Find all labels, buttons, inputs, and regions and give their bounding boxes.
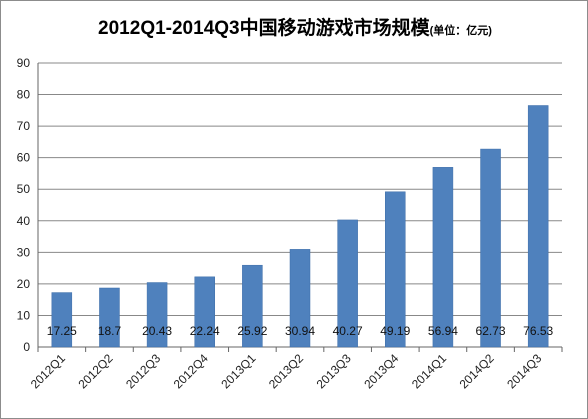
y-tick-label: 90: [17, 56, 31, 70]
y-tick-label: 0: [23, 340, 30, 354]
bar: [194, 276, 215, 348]
x-category-label: 2014Q2: [457, 351, 497, 391]
bar: [99, 287, 120, 348]
x-category-label: 2012Q4: [171, 351, 211, 391]
bar: [242, 264, 263, 348]
y-tick-label: 10: [17, 308, 31, 322]
data-label: 18.7: [98, 324, 122, 338]
x-category-label: 2014Q1: [409, 351, 449, 391]
x-category-label: 2012Q3: [123, 351, 163, 391]
data-label: 20.43: [142, 324, 172, 338]
x-category-label: 2012Q2: [75, 351, 115, 391]
bar: [527, 105, 549, 348]
bar: [385, 191, 406, 348]
data-label: 56.94: [428, 324, 458, 338]
y-tick-label: 30: [17, 245, 31, 259]
y-tick-label: 20: [17, 277, 31, 291]
bar: [146, 282, 168, 348]
data-label: 17.25: [47, 324, 77, 338]
x-category-label: 2013Q2: [266, 351, 306, 391]
bar: [289, 249, 311, 348]
data-label: 76.53: [523, 324, 553, 338]
data-label: 62.73: [476, 324, 506, 338]
y-tick-label: 70: [17, 119, 31, 133]
bar: [337, 219, 358, 348]
bar: [432, 167, 454, 348]
bar: [51, 292, 73, 348]
x-category-label: 2014Q3: [504, 351, 544, 391]
bar: [480, 148, 501, 348]
data-label: 25.92: [237, 324, 267, 338]
chart-title-unit: (单位：亿元): [429, 25, 492, 37]
y-tick-label: 50: [17, 182, 31, 196]
x-category-label: 2013Q4: [361, 351, 401, 391]
data-label: 30.94: [285, 324, 315, 338]
x-category-label: 2012Q1: [28, 351, 68, 391]
y-tick-label: 80: [17, 88, 31, 102]
x-category-label: 2013Q3: [314, 351, 354, 391]
data-label: 40.27: [333, 324, 363, 338]
y-tick-label: 40: [17, 214, 31, 228]
x-category-label: 2013Q1: [218, 351, 258, 391]
chart-title: 2012Q1-2014Q3中国移动游戏市场规模: [98, 18, 430, 39]
data-label: 49.19: [380, 324, 410, 338]
y-tick-label: 60: [17, 151, 31, 165]
data-label: 22.24: [190, 324, 220, 338]
chart-title-block: 2012Q1-2014Q3中国移动游戏市场规模(单位：亿元): [1, 13, 587, 40]
